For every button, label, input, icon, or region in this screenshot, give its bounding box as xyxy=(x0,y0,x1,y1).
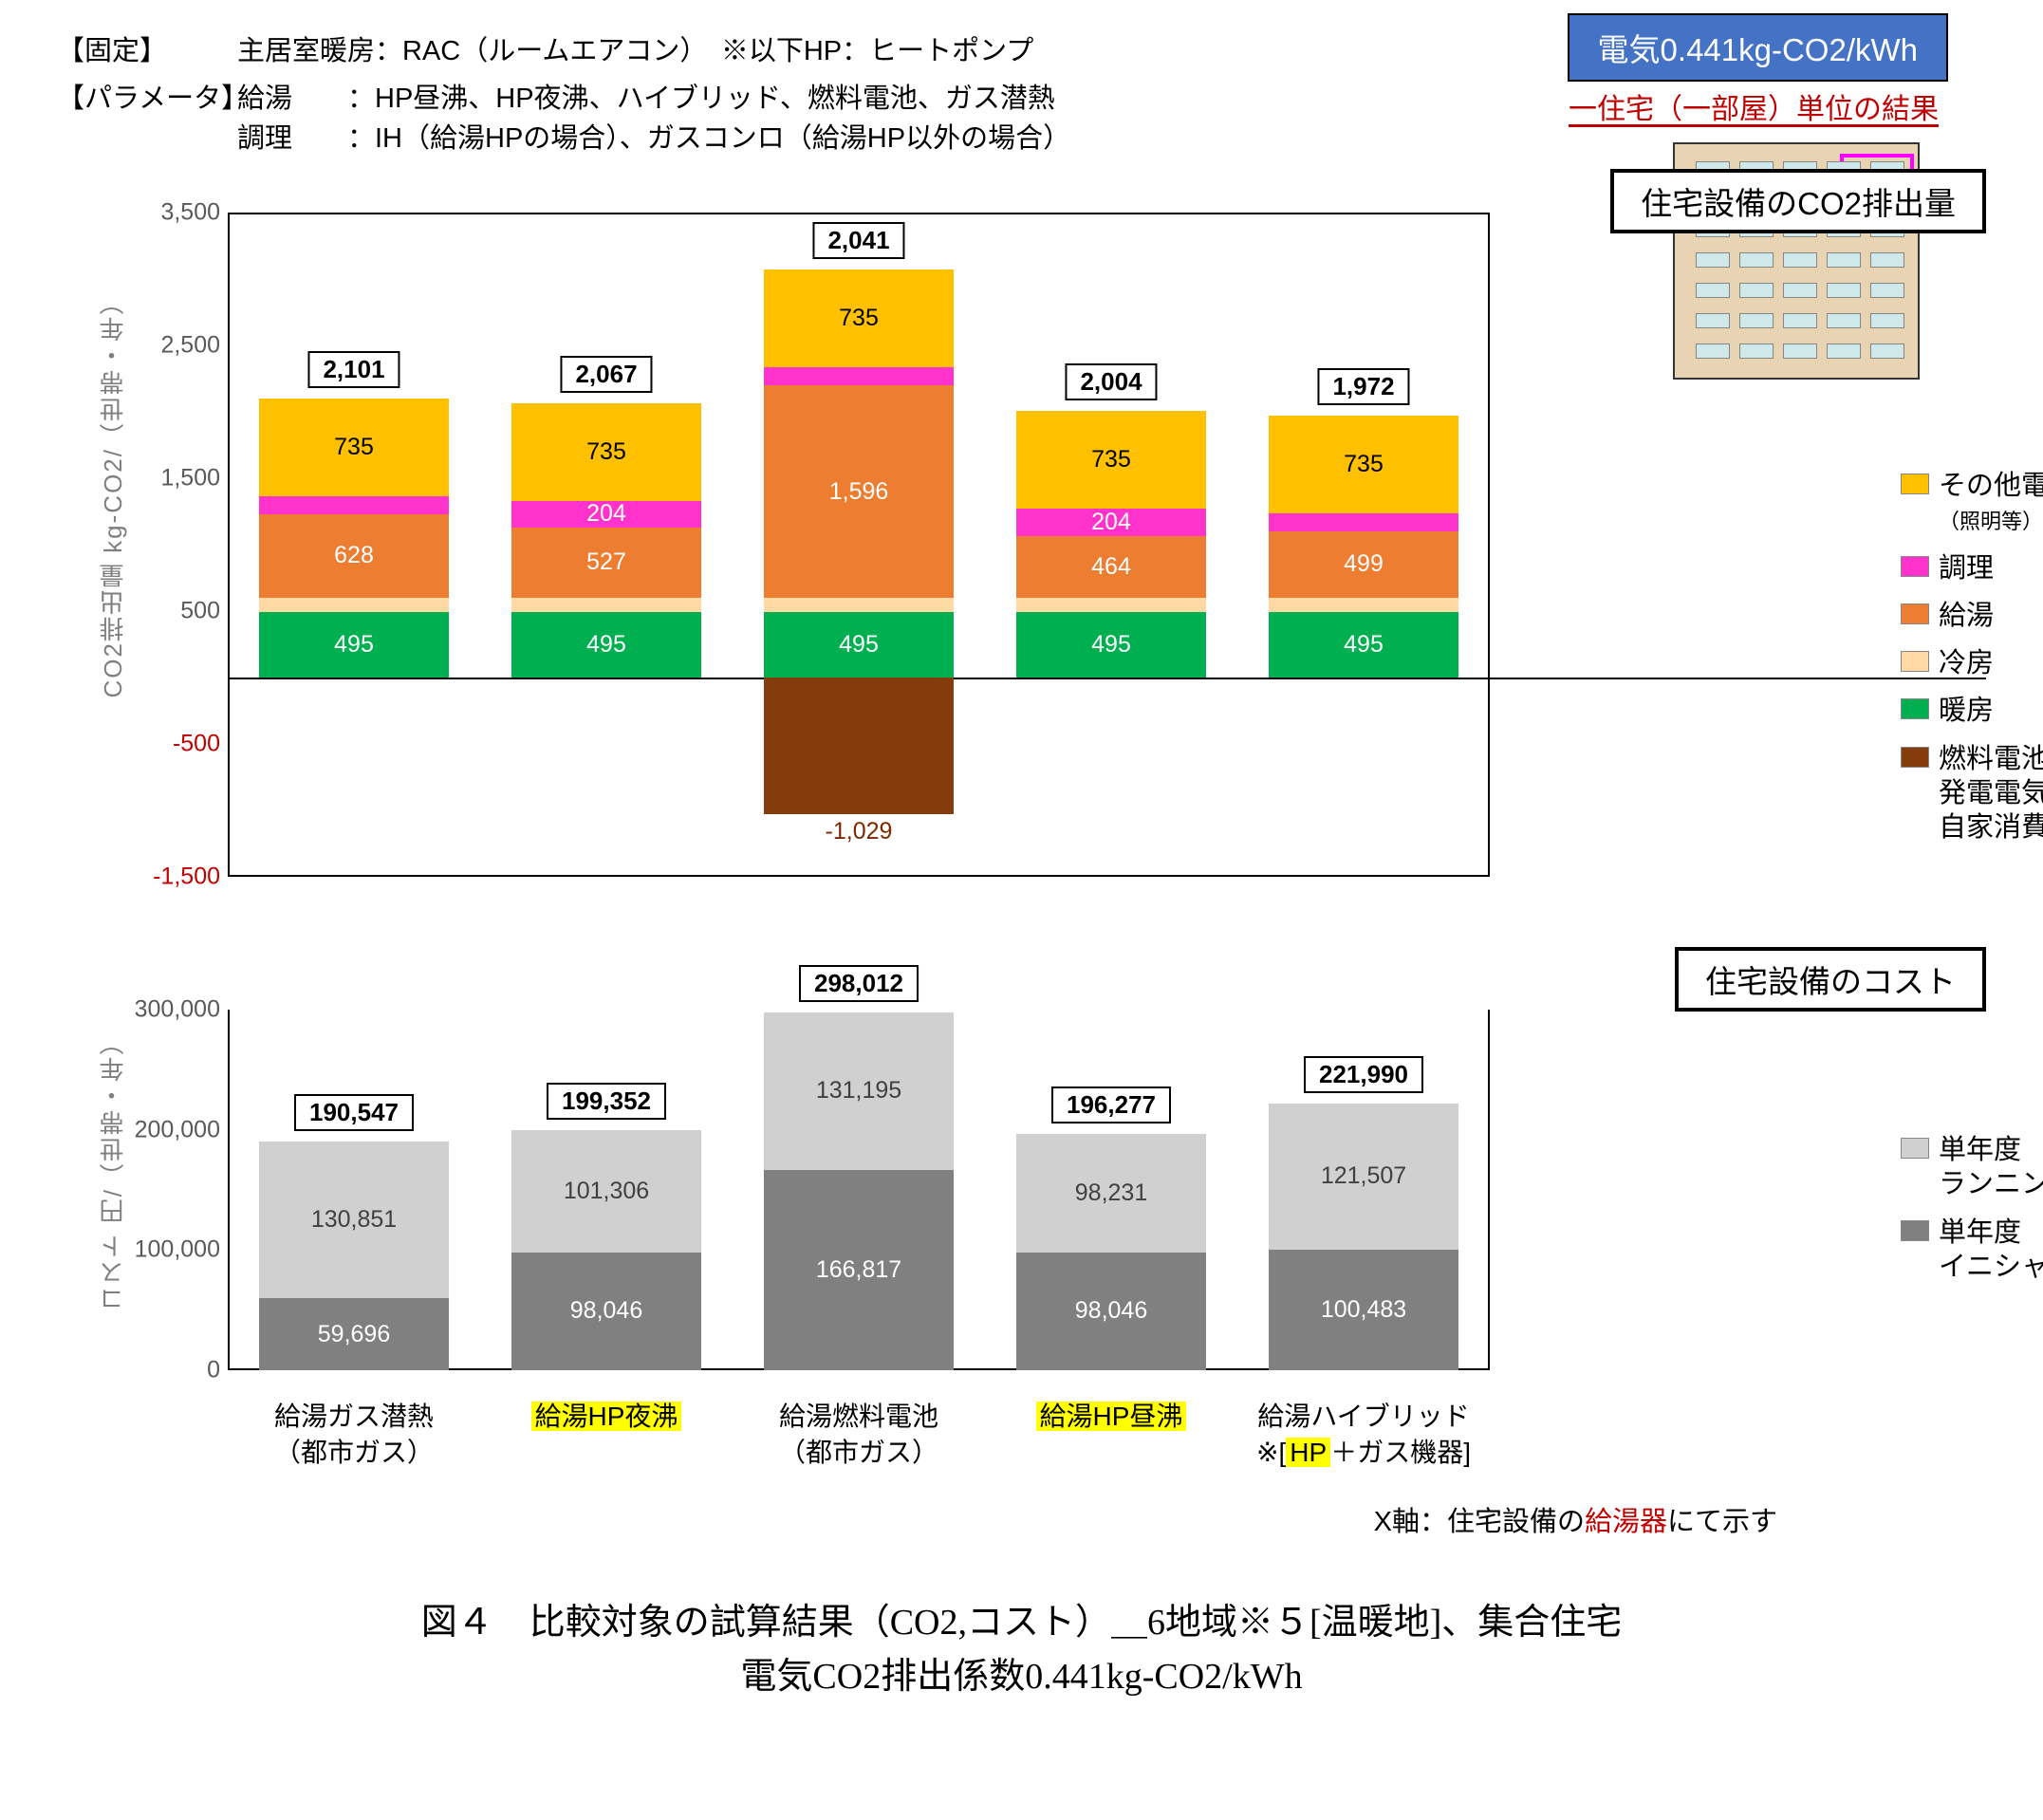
co2-bar-col: 495 464204735 2,004 xyxy=(985,213,1237,877)
co2-ytick: 3,500 xyxy=(160,199,220,227)
cost-bar-col: 59,696130,851 190,547 xyxy=(228,1010,480,1370)
co2-chart-title: 住宅設備のCO2排出量 xyxy=(1610,169,1986,233)
figure-caption: 図４ 比較対象の試算結果（CO2,コスト）＿6地域※５[温暖地]、集合住宅 電気… xyxy=(57,1596,1986,1704)
cost-seg-initial: 166,817 xyxy=(764,1170,954,1370)
cost-legend: 単年度ランニングコスト単年度イニシャルコスト xyxy=(1901,1133,2043,1297)
co2-ytick: -500 xyxy=(173,731,220,758)
co2-seg: 1,596 xyxy=(764,385,954,597)
co2-seg xyxy=(1269,598,1458,612)
param-l1: 給湯 ：HP昼沸、HP夜沸、ハイブリッド、燃料電池、ガス潜熱 xyxy=(237,84,1055,114)
co2-seg xyxy=(764,598,954,612)
per-unit-note: 一住宅（一部屋）単位の結果 xyxy=(1569,85,1939,127)
co2-bar-col: 495 499 735 1,972 xyxy=(1237,213,1490,877)
co2-seg: 735 xyxy=(764,269,954,367)
legend-item: 給湯 xyxy=(1901,599,2043,633)
co2-seg: 495 xyxy=(1016,612,1206,678)
co2-total-label: 2,041 xyxy=(812,222,904,259)
cost-ylabel: コスト 円/（世帯・年） xyxy=(95,1029,130,1311)
co2-total-label: 1,972 xyxy=(1317,368,1409,405)
co2-seg: 204 xyxy=(511,501,701,529)
fuelcell-neg-label: -1,029 xyxy=(826,818,893,845)
x-category-label: 給湯ハイブリッド※[HP＋ガス機器] xyxy=(1237,1399,1490,1471)
co2-seg: 735 xyxy=(1016,411,1206,509)
co2-seg: 735 xyxy=(1269,416,1458,513)
co2-seg: 495 xyxy=(511,612,701,678)
co2-ylabel: CO2排出量 kg-CO2/（世帯・年） xyxy=(95,288,130,698)
param-tag: 【パラメータ】 xyxy=(57,76,237,156)
x-category-label: 給湯HP昼沸 xyxy=(985,1399,1237,1471)
cost-total-label: 221,990 xyxy=(1304,1056,1423,1093)
x-categories: 給湯ガス潜熱（都市ガス）給湯HP夜沸給湯燃料電池（都市ガス）給湯HP昼沸給湯ハイ… xyxy=(228,1399,1490,1471)
co2-seg xyxy=(764,367,954,385)
cost-bar-col: 166,817131,195298,012 xyxy=(733,1010,985,1370)
cost-seg-running: 130,851 xyxy=(259,1142,449,1299)
cost-ytick: 0 xyxy=(207,1357,220,1384)
co2-total-label: 2,004 xyxy=(1065,363,1157,400)
co2-seg-fuelcell xyxy=(764,678,954,814)
cost-bar-col: 98,04698,231 196,277 xyxy=(985,1010,1237,1370)
cost-total-label: 199,352 xyxy=(547,1083,666,1120)
cost-seg-initial: 98,046 xyxy=(1016,1253,1206,1370)
co2-ytick: -1,500 xyxy=(153,864,220,891)
cost-bar-col: 100,483121,507 221,990 xyxy=(1237,1010,1490,1370)
cost-seg-initial: 98,046 xyxy=(511,1253,701,1370)
cost-seg-running: 98,231 xyxy=(1016,1134,1206,1252)
legend-item: 冷房 xyxy=(1901,646,2043,680)
cost-seg-running: 121,507 xyxy=(1269,1104,1458,1250)
cost-ytick: 100,000 xyxy=(135,1236,220,1264)
legend-item: その他電気（照明等） xyxy=(1901,469,2043,538)
co2-seg: 628 xyxy=(259,514,449,598)
cost-total-label: 298,012 xyxy=(799,965,919,1002)
co2-seg: 735 xyxy=(511,403,701,501)
xaxis-note: X軸：住宅設備の給湯器にて示す xyxy=(57,1499,1777,1539)
co2-total-label: 2,067 xyxy=(560,356,652,393)
legend-item: 調理 xyxy=(1901,551,2043,585)
legend-item: 単年度ランニングコスト xyxy=(1901,1133,2043,1202)
co2-legend: その他電気（照明等） 調理給湯冷房暖房燃料電池発電電気自家消費分 xyxy=(1901,469,2043,858)
x-category-label: 給湯HP夜沸 xyxy=(480,1399,733,1471)
cost-total-label: 190,547 xyxy=(294,1094,414,1131)
co2-seg: 495 xyxy=(764,612,954,678)
cost-total-label: 196,277 xyxy=(1051,1086,1171,1124)
cost-ytick: 200,000 xyxy=(135,1116,220,1143)
co2-factor-badge: 電気0.441kg-CO2/kWh xyxy=(1568,13,1948,82)
legend-item: 単年度イニシャルコスト xyxy=(1901,1216,2043,1285)
cost-bars: 59,696130,851190,54798,046101,306199,352… xyxy=(228,1010,1986,1370)
co2-seg: 527 xyxy=(511,528,701,598)
cost-seg-running: 131,195 xyxy=(764,1012,954,1170)
co2-seg xyxy=(259,598,449,612)
co2-seg xyxy=(1269,513,1458,531)
cost-chart-title: 住宅設備のコスト xyxy=(1675,947,1986,1012)
x-category-label: 給湯燃料電池（都市ガス） xyxy=(733,1399,985,1471)
co2-seg xyxy=(511,598,701,612)
co2-bar-col: 495 628 735 2,101 xyxy=(228,213,480,877)
cost-ytick: 300,000 xyxy=(135,996,220,1024)
co2-total-label: 2,101 xyxy=(307,351,399,388)
cost-bar-col: 98,046101,306 199,352 xyxy=(480,1010,733,1370)
co2-seg xyxy=(259,496,449,514)
co2-seg: 495 xyxy=(1269,612,1458,678)
legend-item: 燃料電池発電電気自家消費分 xyxy=(1901,742,2043,845)
legend-item: 暖房 xyxy=(1901,694,2043,728)
fixed-text: 主居室暖房：RAC（ルームエアコン） ※以下HP：ヒートポンプ xyxy=(237,28,1033,68)
co2-seg: 464 xyxy=(1016,536,1206,598)
co2-ytick: 1,500 xyxy=(160,465,220,492)
x-category-label: 給湯ガス潜熱（都市ガス） xyxy=(228,1399,480,1471)
co2-bar-col: 495 1,596 735 -1,029 2,041 xyxy=(733,213,985,877)
cost-seg-initial: 59,696 xyxy=(259,1298,449,1370)
cost-seg-initial: 100,483 xyxy=(1269,1250,1458,1370)
param-l2: 調理 ：IH（給湯HPの場合）、ガスコンロ（給湯HP以外の場合） xyxy=(237,123,1070,154)
co2-seg: 495 xyxy=(259,612,449,678)
co2-bar-col: 495 527204735 2,067 xyxy=(480,213,733,877)
co2-seg xyxy=(1016,598,1206,612)
co2-bars: 4956287352,1014955272047352,0674951,5967… xyxy=(228,213,1986,877)
co2-seg: 204 xyxy=(1016,509,1206,536)
cost-seg-running: 101,306 xyxy=(511,1130,701,1252)
co2-ytick: 500 xyxy=(180,598,220,625)
co2-seg: 499 xyxy=(1269,531,1458,598)
co2-seg: 735 xyxy=(259,399,449,496)
fixed-tag: 【固定】 xyxy=(57,28,237,68)
co2-ytick: 2,500 xyxy=(160,332,220,360)
